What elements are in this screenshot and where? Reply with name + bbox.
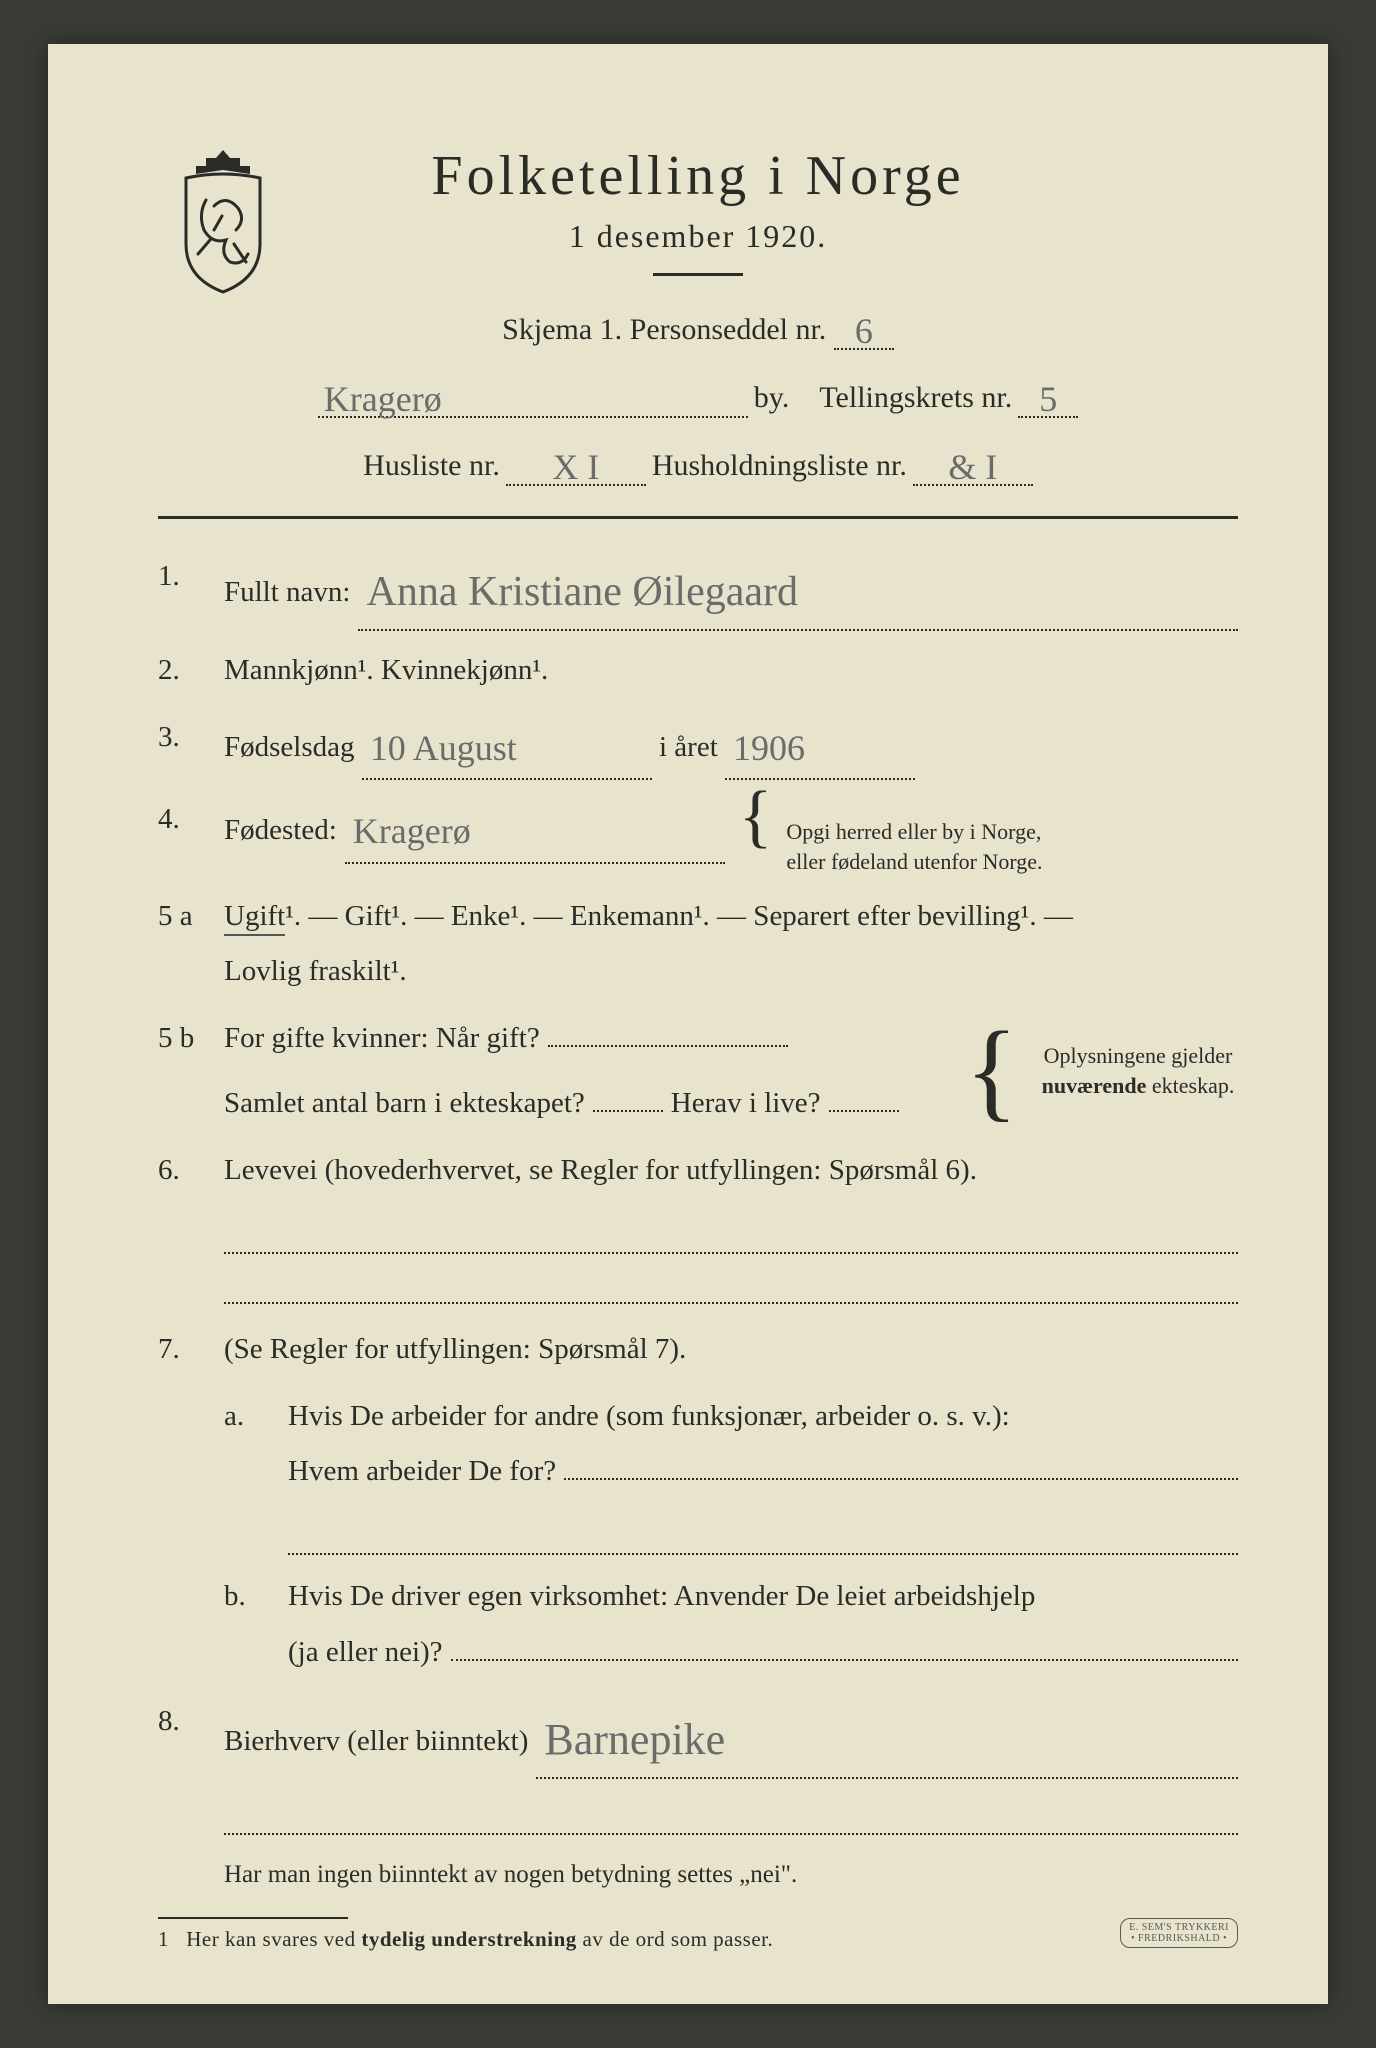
q5b-row: 5 b For gifte kvinner: Når gift? Samlet … [158, 1011, 1238, 1131]
q7b-field[interactable] [451, 1626, 1238, 1661]
q6-text: Levevei (hovederhvervet, se Regler for u… [224, 1154, 977, 1186]
brace-icon: { [965, 1043, 1018, 1098]
q7a-row: a. Hvis De arbeider for andre (som funks… [158, 1389, 1238, 1499]
q8-label: Bierhverv (eller biinntekt) [224, 1714, 528, 1769]
q7a-line[interactable] [288, 1511, 1238, 1555]
q5a-row: 5 a Ugift¹. — Gift¹. — Enke¹. — Enkemann… [158, 889, 1238, 999]
q2-text: Mannkjønn¹. Kvinnekjønn¹. [224, 654, 548, 686]
tellingskrets-label: Tellingskrets nr. [819, 381, 1012, 415]
q8-row: 8. Bierhverv (eller biinntekt) Barnepike [158, 1694, 1238, 1780]
q4-row: 4. Fødested: Kragerø { Opgi herred eller… [158, 792, 1238, 876]
q5a-text: Ugift¹. — Gift¹. — Enke¹. — Enkemann¹. —… [224, 900, 1073, 936]
q5b-gift-field[interactable] [548, 1012, 788, 1047]
q4-field[interactable]: Kragerø [345, 793, 725, 863]
q3-day-field[interactable]: 10 August [362, 710, 652, 780]
q4-label: Fødested: [224, 803, 337, 858]
printer-stamp: E. SEM'S TRYKKERI• FREDRIKSHALD • [1120, 1918, 1238, 1948]
q3-label-a: Fødselsdag [224, 731, 355, 763]
q8-number: 8. [158, 1694, 180, 1749]
q3-label-b: i året [659, 731, 718, 763]
tellingskrets-field[interactable]: 5 [1018, 374, 1078, 418]
by-label: by. [754, 381, 790, 415]
q6-line2[interactable] [224, 1260, 1238, 1304]
q5b-label1: For gifte kvinner: Når gift? [224, 1011, 540, 1066]
q7a-text2: Hvem arbeider De for? [288, 1444, 556, 1499]
q6-line1[interactable] [224, 1210, 1238, 1254]
husliste-field[interactable]: X I [506, 442, 646, 486]
q2-row: 2. Mannkjønn¹. Kvinnekjønn¹. [158, 643, 1238, 698]
q6-row: 6. Levevei (hovederhvervet, se Regler fo… [158, 1143, 1238, 1198]
q7b-text2: (ja eller nei)? [288, 1625, 443, 1680]
q7-row: 7. (Se Regler for utfyllingen: Spørsmål … [158, 1322, 1238, 1377]
schema-line: Skjema 1. Personseddel nr. 6 [158, 306, 1238, 350]
q4-note: Opgi herred eller by i Norge, eller føde… [786, 817, 1046, 876]
schema-label: Skjema 1. Personseddel nr. [502, 313, 826, 346]
form-title: Folketelling i Norge [158, 144, 1238, 208]
q5b-live-field[interactable] [829, 1110, 899, 1112]
q7a-letter: a. [224, 1389, 244, 1444]
q3-row: 3. Fødselsdag 10 August i året 1906 [158, 710, 1238, 780]
q8-note: Har man ingen biinntekt av nogen betydni… [158, 1851, 1238, 1899]
form-header: Folketelling i Norge 1 desember 1920. Sk… [158, 144, 1238, 486]
city-line: Kragerø by. Tellingskrets nr. 5 [158, 374, 1238, 418]
q3-year-field[interactable]: 1906 [725, 710, 915, 780]
footnote-text: 1 Her kan svares ved tydelig understrekn… [158, 1927, 1238, 1952]
q7-heading: (Se Regler for utfyllingen: Spørsmål 7). [224, 1333, 686, 1365]
q4-number: 4. [158, 792, 180, 847]
q7-number: 7. [158, 1322, 180, 1377]
husliste-line: Husliste nr. X I Husholdningsliste nr. &… [158, 442, 1238, 486]
q5b-barn-field[interactable] [593, 1110, 663, 1112]
q7a-text1: Hvis De arbeider for andre (som funksjon… [288, 1400, 1010, 1432]
q1-row: 1. Fullt navn: Anna Kristiane Øilegaard [158, 549, 1238, 631]
census-form-page: Folketelling i Norge 1 desember 1920. Sk… [48, 44, 1328, 2004]
q5b-number: 5 b [158, 1011, 194, 1066]
q2-number: 2. [158, 643, 180, 698]
header-divider [158, 516, 1238, 519]
q5b-label2: Samlet antal barn i ekteskapet? [224, 1076, 585, 1131]
husliste-label: Husliste nr. [363, 449, 500, 483]
q5a-text2: Lovlig fraskilt¹. [224, 955, 407, 987]
form-subtitle: 1 desember 1920. [158, 218, 1238, 255]
q1-label: Fullt navn: [224, 565, 350, 620]
q7a-field[interactable] [564, 1446, 1238, 1481]
q1-number: 1. [158, 549, 180, 604]
q3-number: 3. [158, 710, 180, 765]
husholdning-label: Husholdningsliste nr. [652, 449, 907, 483]
city-field[interactable]: Kragerø [318, 374, 748, 418]
personseddel-field[interactable]: 6 [834, 306, 894, 350]
q7b-row: b. Hvis De driver egen virksomhet: Anven… [158, 1569, 1238, 1679]
husholdning-field[interactable]: & I [913, 442, 1033, 486]
q7b-letter: b. [224, 1569, 246, 1624]
q6-number: 6. [158, 1143, 180, 1198]
q8-line[interactable] [224, 1791, 1238, 1835]
q5a-number: 5 a [158, 889, 193, 944]
brace-icon: { [739, 792, 773, 841]
q8-field[interactable]: Barnepike [536, 1694, 1238, 1780]
coat-of-arms-icon [168, 144, 278, 294]
title-rule [653, 273, 743, 276]
q5b-note: Oplysningene gjelder nuværende ekteskap. [1038, 1041, 1238, 1100]
footnote-rule [158, 1917, 348, 1919]
q7b-text1: Hvis De driver egen virksomhet: Anvender… [288, 1580, 1035, 1612]
q5b-label3: Herav i live? [671, 1076, 821, 1131]
q1-field[interactable]: Anna Kristiane Øilegaard [358, 549, 1238, 631]
